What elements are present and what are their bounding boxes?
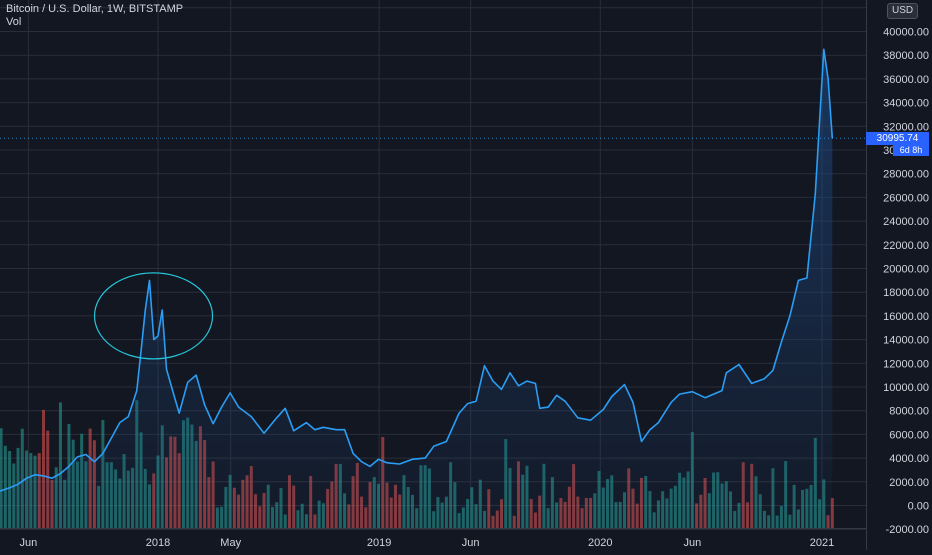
y-tick-label: 0.00 (908, 501, 929, 513)
y-tick-label: 26000.00 (883, 192, 929, 204)
y-tick-label: 32000.00 (883, 121, 929, 133)
countdown-badge: 6d 8h (893, 144, 929, 156)
volume-bar (20, 428, 24, 528)
annotation-layer[interactable] (93, 272, 214, 360)
volume-bar (0, 428, 3, 528)
y-tick-label: 2000.00 (889, 477, 929, 489)
y-tick-label: 38000.00 (883, 50, 929, 62)
price-line[interactable] (0, 48, 834, 493)
x-tick-label: Jun (683, 537, 701, 549)
x-tick-label: Jun (19, 537, 37, 549)
y-tick-label: 22000.00 (883, 240, 929, 252)
y-tick-label: -2000.00 (886, 524, 929, 536)
y-tick-label: 10000.00 (883, 382, 929, 394)
x-tick-label: 2018 (146, 537, 170, 549)
last-price-badge: 30995.74 (866, 132, 929, 145)
annotation-circle[interactable] (93, 272, 214, 360)
price-area (0, 49, 833, 528)
y-tick-label: 16000.00 (883, 311, 929, 323)
line-layer (0, 48, 834, 493)
y-tick-label: 18000.00 (883, 287, 929, 299)
x-tick-label: May (220, 537, 241, 549)
x-tick-label: Jun (462, 537, 480, 549)
x-tick-label: 2021 (810, 537, 834, 549)
y-tick-label: 28000.00 (883, 169, 929, 181)
x-tick-label: 2020 (588, 537, 612, 549)
area-layer (0, 49, 833, 528)
volume-bar (58, 402, 62, 528)
y-tick-label: 20000.00 (883, 264, 929, 276)
price-axis[interactable] (866, 0, 932, 550)
y-tick-label: 8000.00 (889, 406, 929, 418)
volume-bar (41, 409, 45, 528)
currency-button[interactable]: USD (887, 3, 919, 19)
y-tick-label: 36000.00 (883, 74, 929, 86)
y-tick-label: 12000.00 (883, 358, 929, 370)
volume-label[interactable]: Vol (6, 16, 22, 28)
volume-bar (3, 445, 7, 528)
y-tick-label: 6000.00 (889, 429, 929, 441)
y-tick-label: 4000.00 (889, 453, 929, 465)
y-tick-label: 40000.00 (883, 27, 929, 39)
x-tick-label: 2019 (367, 537, 391, 549)
symbol-title[interactable]: Bitcoin / U.S. Dollar, 1W, BITSTAMP (6, 3, 184, 15)
y-tick-label: 24000.00 (883, 216, 929, 228)
y-tick-label: 34000.00 (883, 98, 929, 110)
y-tick-label: 14000.00 (883, 335, 929, 347)
